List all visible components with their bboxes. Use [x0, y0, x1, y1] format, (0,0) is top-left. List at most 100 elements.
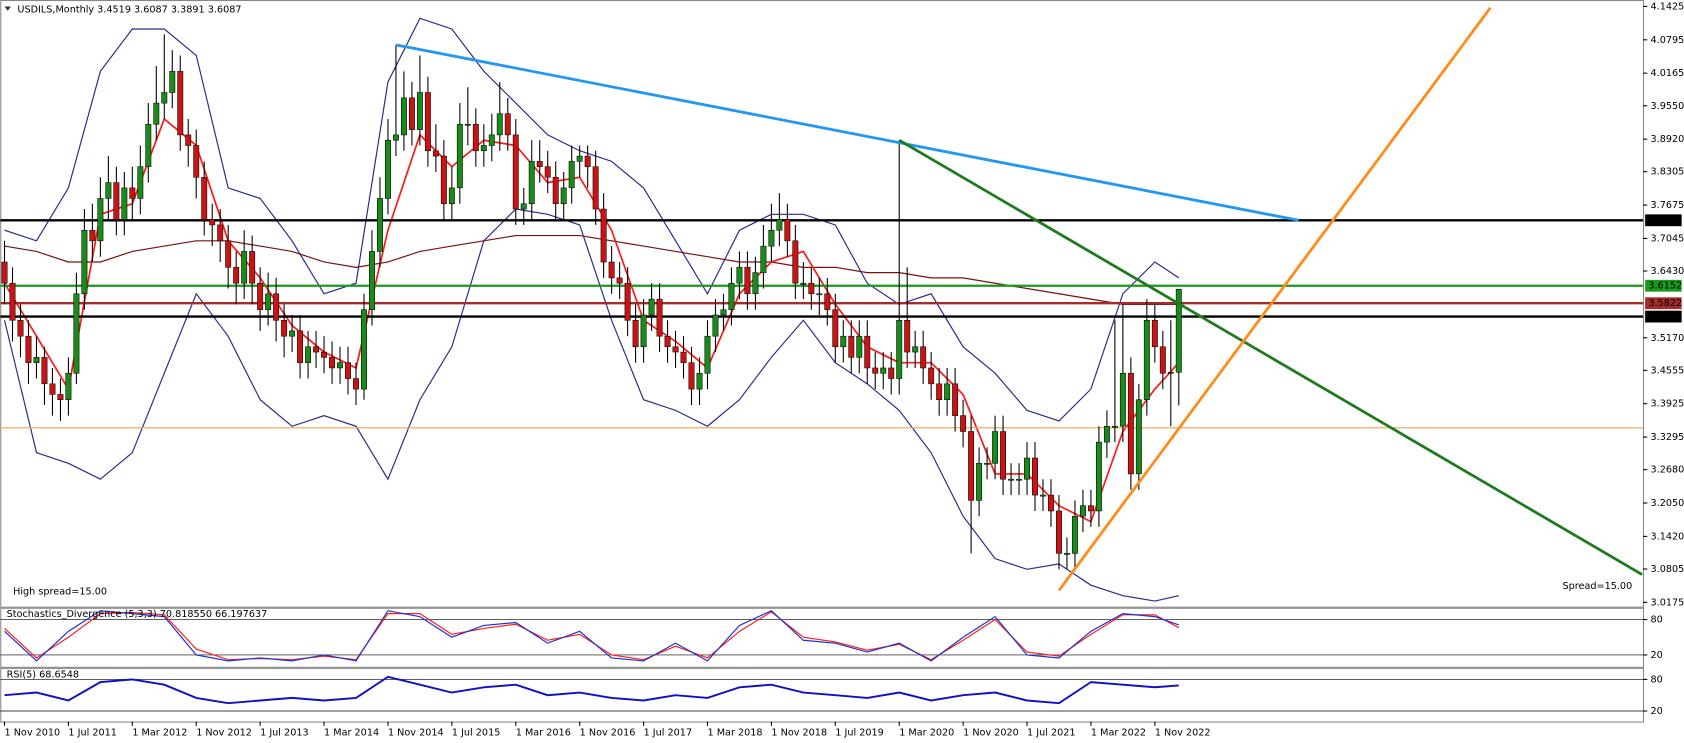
annotation: High spread=15.00 — [13, 587, 107, 598]
x-tick-label: 1 Nov 2020 — [963, 727, 1019, 738]
candle-body — [696, 372, 703, 390]
candle-body — [1111, 425, 1118, 428]
candle-body — [289, 330, 296, 337]
candle-body — [1048, 494, 1054, 512]
stoch-title: Stochastics_Divergence (5,3,3) 70.818550… — [7, 609, 268, 620]
candle-body — [656, 298, 663, 337]
y-tick-label: 80 — [1650, 674, 1662, 685]
candle-body — [864, 335, 871, 369]
candle-body — [880, 367, 887, 374]
x-tick-label: 1 Mar 2020 — [899, 727, 954, 738]
y-tick-label: 3.1420 — [1650, 531, 1684, 542]
stoch-plot — [0, 610, 1643, 662]
trendline — [1057, 6, 1492, 592]
axes: 3.0175 3.0805 3.1420 3.2050 3.2680 3.3295 3.39… — [3, 1, 1684, 738]
y-tick-label: 3.0805 — [1650, 564, 1684, 575]
y-tick-label: 3.5170 — [1650, 333, 1684, 344]
price-label: 3.6152 — [1648, 281, 1682, 292]
candle-body — [784, 219, 791, 242]
candle-body — [9, 282, 16, 321]
candle-body — [576, 155, 583, 162]
x-tick-label: 1 Mar 2014 — [324, 727, 379, 738]
rsi-plot — [0, 675, 1643, 712]
x-tick-label: 1 Nov 2014 — [388, 727, 444, 738]
candle-body — [776, 219, 783, 231]
chart-title: USDILS,Monthly 3.4519 3.6087 3.3891 3.60… — [17, 5, 241, 16]
candle-body — [664, 335, 671, 348]
price-label-box — [1645, 310, 1682, 323]
candle-body — [536, 161, 543, 167]
candle-body — [129, 187, 136, 199]
price-label-box — [1645, 214, 1682, 227]
y-tick-label: 3.2050 — [1650, 498, 1684, 509]
x-tick-label: 1 Nov 2010 — [5, 727, 61, 738]
y-tick-label: 4.0795 — [1650, 35, 1684, 46]
price-label-box — [1645, 279, 1682, 292]
candle-body — [97, 198, 104, 242]
price-label: 3.7388 — [1648, 215, 1682, 226]
candle-body — [249, 251, 256, 284]
candle-body — [616, 277, 623, 284]
candle-body — [552, 176, 559, 205]
price-label-box — [1645, 297, 1682, 310]
y-tick-label: 3.6430 — [1650, 266, 1684, 277]
candle-body — [177, 71, 184, 136]
candle-body — [1159, 346, 1166, 374]
candle-body — [1087, 505, 1094, 512]
candle-body — [720, 309, 727, 316]
candle-body — [233, 267, 240, 284]
indicator-line — [4, 234, 1179, 305]
candle-body — [936, 383, 943, 401]
rsi-title: RSI(5) 68.6548 — [7, 669, 79, 680]
price-label: 3.5822 — [1648, 298, 1682, 309]
x-tick-label: 1 Mar 2012 — [132, 727, 187, 738]
candle-body — [960, 415, 967, 432]
candle-body — [768, 229, 775, 247]
y-tick-label: 3.9550 — [1650, 101, 1684, 112]
candle-body — [400, 97, 407, 136]
candle-body — [928, 367, 935, 385]
candle-body — [632, 320, 639, 348]
candle-body — [512, 134, 519, 210]
candle-body — [377, 198, 383, 252]
candle-body — [672, 346, 679, 353]
trendline — [395, 43, 1299, 222]
candle-body — [824, 293, 831, 310]
y-tick-label: 3.7045 — [1650, 233, 1684, 244]
oscillator-line — [4, 610, 1180, 662]
x-tick-label: 1 Jul 2019 — [835, 727, 884, 738]
candle-body — [1008, 478, 1014, 481]
y-tick-label: 80 — [1650, 615, 1662, 626]
candle-body — [952, 383, 959, 416]
x-tick-label: 1 Jul 2013 — [260, 727, 309, 738]
candle-body — [113, 182, 120, 220]
candle-body — [329, 357, 335, 369]
candle-body — [1056, 510, 1062, 554]
y-tick-label: 3.3925 — [1650, 399, 1684, 410]
y-tick-label: 4.1425 — [1650, 1, 1684, 12]
candle-body — [944, 383, 951, 401]
candle-body — [1071, 516, 1078, 554]
candle-body — [1079, 505, 1086, 517]
candle-body — [488, 134, 495, 146]
candle-body — [137, 166, 144, 199]
candle-body — [169, 71, 176, 93]
candle-body — [201, 176, 208, 220]
candle-body — [888, 367, 895, 379]
candle-body — [680, 351, 687, 363]
candle-body — [648, 298, 655, 316]
rsi-panel-frame — [0, 667, 1645, 723]
candle-body — [281, 320, 288, 337]
y-tick-label: 3.2680 — [1650, 465, 1684, 476]
candle-body — [424, 92, 431, 152]
candle-body — [752, 272, 759, 295]
menu-arrow[interactable] — [4, 6, 11, 11]
candle-body — [904, 320, 911, 353]
candle-body — [1175, 288, 1182, 373]
candle-body — [1119, 372, 1126, 427]
candle-body — [560, 187, 567, 205]
y-tick-label: 3.3295 — [1650, 432, 1684, 443]
candle-body — [504, 113, 511, 136]
candle-body — [257, 282, 264, 310]
